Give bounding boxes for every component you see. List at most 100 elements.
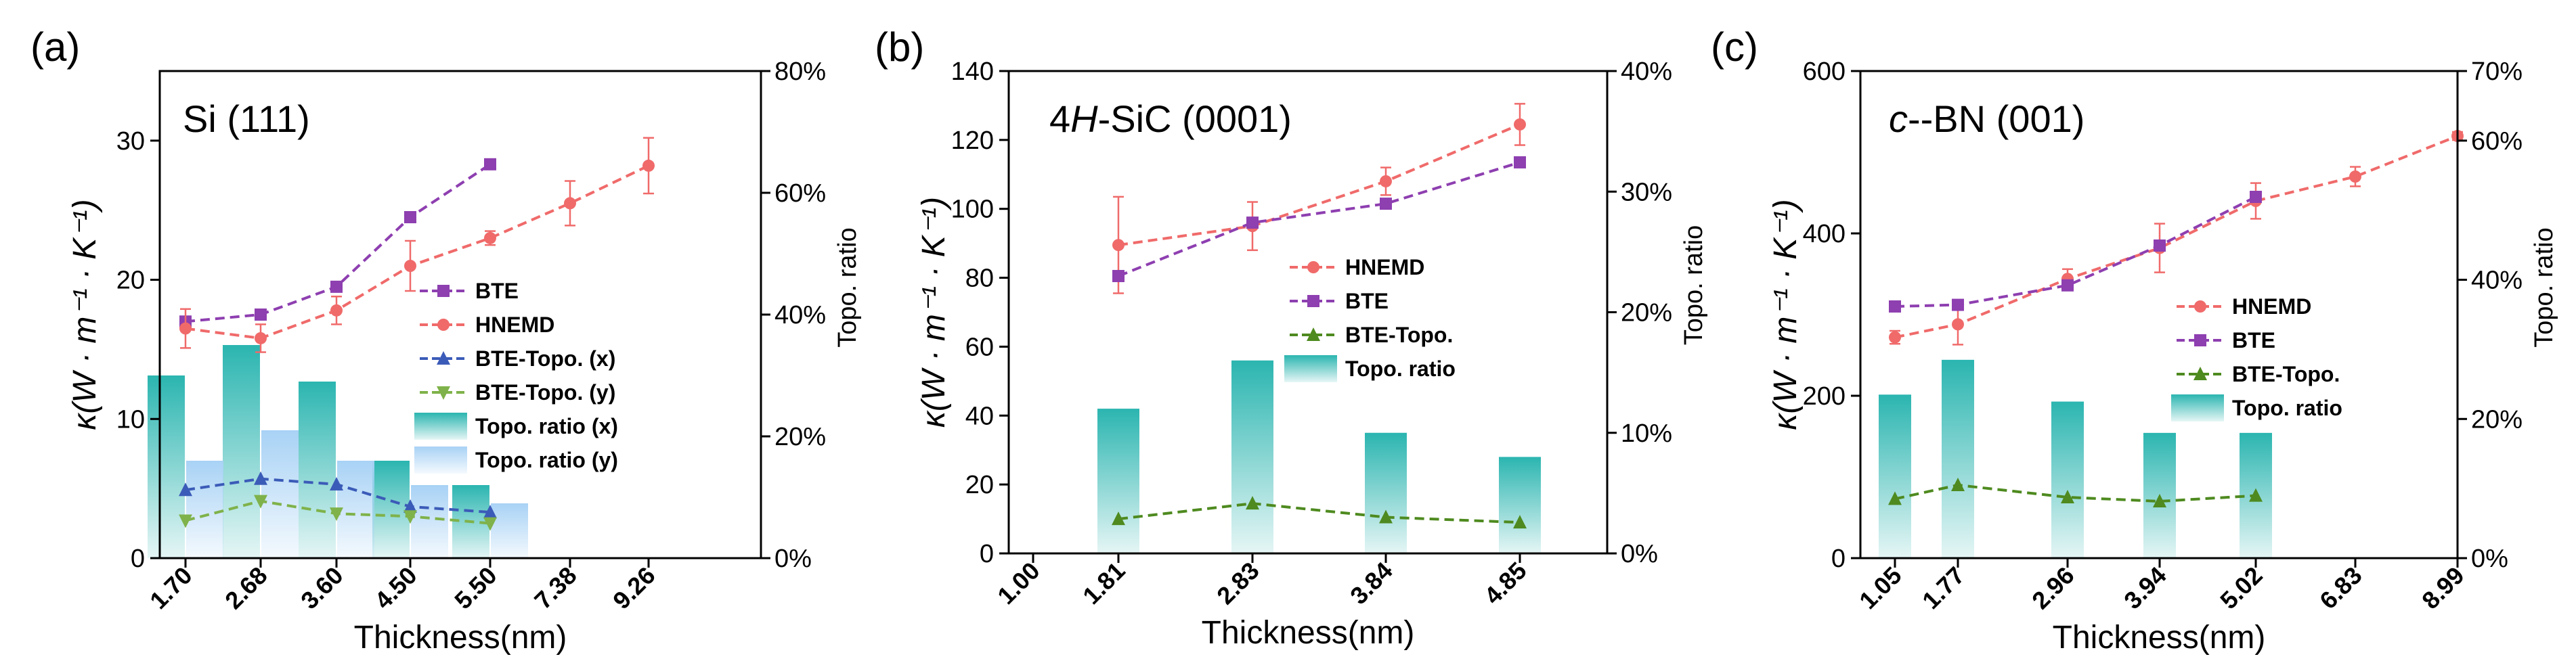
series-hnemd-point xyxy=(1380,175,1392,187)
panel-title: Si (111) xyxy=(183,97,310,140)
x-tick-label: 2.68 xyxy=(219,562,273,615)
legend-item: Topo. ratio (y) xyxy=(414,447,618,474)
legend-label: Topo. ratio xyxy=(1345,357,1456,381)
series-hnemd-point xyxy=(179,322,192,335)
legend-label: Topo. ratio xyxy=(2232,396,2342,420)
bar-topo-ratio-y- xyxy=(491,503,528,558)
y2-tick-label: 70% xyxy=(2471,58,2523,86)
legend-label: Topo. ratio (x) xyxy=(475,414,618,438)
panel-label: (b) xyxy=(875,24,924,70)
legend-swatch-marker xyxy=(1307,261,1319,273)
legend-item: BTE-Topo. xyxy=(1290,323,1453,347)
title-text-italic: c xyxy=(1889,97,1908,140)
x-tick-label: 5.02 xyxy=(2214,562,2268,615)
panel-a: 0 10 20 30 0% 20% 40% 60% 80% 1.70 2.68 3.60 4.50 5.5… xyxy=(30,24,862,656)
y-axis-title: κ(W · m⁻¹ · K⁻¹) xyxy=(916,197,952,428)
y2-axis-title: Topo. ratio xyxy=(1680,225,1708,345)
x-tick-label: 7.38 xyxy=(529,562,582,615)
y2-tick-label: 60% xyxy=(774,179,826,208)
y-tick-label: 0 xyxy=(131,545,145,573)
legend-item: Topo. ratio xyxy=(2171,394,2342,421)
y-tick-label: 80 xyxy=(965,265,994,293)
series-bte-topo-x--point xyxy=(330,476,343,490)
legend-label: BTE xyxy=(2232,328,2275,352)
x-axis-title: Thickness(nm) xyxy=(354,620,567,656)
legend-label: BTE-Topo. xyxy=(1345,323,1453,347)
y2-tick-label: 40% xyxy=(1621,58,1672,86)
series-bte-point xyxy=(255,308,267,321)
series-hnemd-point xyxy=(1112,239,1125,252)
x-tick-label: 3.84 xyxy=(1345,557,1398,610)
y-tick-label: 120 xyxy=(951,127,994,155)
x-tick-label: 3.60 xyxy=(295,562,349,615)
x-tick-label: 4.85 xyxy=(1479,557,1532,610)
x-tick-label: 4.50 xyxy=(369,562,422,615)
legend-swatch-marker xyxy=(2194,300,2206,313)
x-tick-label: 1.81 xyxy=(1077,557,1131,610)
series-bte-topo--point xyxy=(1246,496,1259,510)
y-tick-label: 400 xyxy=(1803,220,1846,248)
legend-item: BTE-Topo. (y) xyxy=(420,380,615,405)
series-bte-point xyxy=(2154,239,2166,252)
bar-topo-ratio xyxy=(1365,432,1407,553)
series-bte-point xyxy=(1246,216,1259,229)
series-bte-topo-x--point xyxy=(483,505,497,519)
x-tick-label: 1.70 xyxy=(144,562,198,615)
bar-topo-ratio-y- xyxy=(261,430,299,558)
series-bte-point xyxy=(1112,270,1125,283)
y-axis-title: κ(W · m⁻¹ · K⁻¹) xyxy=(67,199,103,430)
y2-axis-title: Topo. ratio xyxy=(833,227,862,347)
legend-label: BTE-Topo. (y) xyxy=(475,380,615,405)
bar-topo-ratio-x- xyxy=(372,461,410,558)
series-bte-point xyxy=(484,158,496,170)
series-bte-topo-y--point xyxy=(254,495,267,509)
series-bte-point xyxy=(2250,191,2262,203)
bar-topo-ratio xyxy=(1879,394,1911,558)
panel-title: c--BN (001) xyxy=(1889,97,2084,140)
series-bte-topo-y--point xyxy=(330,507,343,522)
legend-item: Topo. ratio (x) xyxy=(414,413,618,440)
y2-tick-label: 0% xyxy=(1621,540,1658,568)
bar-topo-ratio xyxy=(1097,409,1139,553)
y2-tick-label: 60% xyxy=(2471,127,2523,156)
legend-swatch-bar xyxy=(1284,355,1337,382)
legend-item: BTE-Topo. (x) xyxy=(420,346,615,371)
title-text: Si (111) xyxy=(183,97,310,140)
x-tick-label: 1.05 xyxy=(1854,562,1907,615)
legend-item: BTE-Topo. xyxy=(2177,362,2340,386)
series-bte-topo-y--point xyxy=(179,514,192,528)
x-axis-title: Thickness(nm) xyxy=(1202,615,1415,651)
series-bte-point xyxy=(2061,279,2074,292)
legend-swatch-marker xyxy=(437,319,450,331)
series-hnemd-point xyxy=(1889,331,1901,344)
series-bte-topo--point xyxy=(1888,491,1902,505)
series-bte-line xyxy=(1894,196,2256,308)
legend-item: BTE xyxy=(2177,328,2275,352)
x-tick-label: 1.77 xyxy=(1917,562,1970,615)
legend-label: HNEMD xyxy=(1345,255,1424,279)
title-text-italic: H xyxy=(1070,97,1098,140)
y2-tick-label: 20% xyxy=(2471,405,2523,434)
series-hnemd-point xyxy=(642,159,655,172)
series-bte-topo--point xyxy=(2061,490,2074,503)
y2-tick-label: 80% xyxy=(774,58,826,86)
y-tick-label: 30 xyxy=(116,127,145,156)
series-hnemd-line xyxy=(1894,135,2458,339)
x-tick-label: 2.83 xyxy=(1211,557,1265,610)
legend-label: Topo. ratio (y) xyxy=(475,448,618,472)
x-tick-label: 6.83 xyxy=(2314,562,2367,615)
title-text: 4 xyxy=(1049,97,1070,140)
legend-swatch-marker xyxy=(1307,327,1320,341)
bar-topo-ratio-y- xyxy=(411,485,448,558)
series-bte-topo-y--point xyxy=(403,510,417,524)
legend-swatch-bar xyxy=(414,413,467,440)
legend-item: HNEMD xyxy=(1290,255,1424,279)
y2-tick-label: 0% xyxy=(774,545,812,573)
bar-topo-ratio xyxy=(1942,359,1974,558)
panel-c: 0 200 400 600 0% 20% 40% 60% 70% 1.05 1.77 2.96 3.94… xyxy=(1711,24,2558,656)
y2-axis-title: Topo. ratio xyxy=(2530,227,2558,347)
series-bte-topo--line xyxy=(1118,502,1521,524)
series-hnemd-point xyxy=(2349,170,2361,183)
series-hnemd-point xyxy=(564,197,576,210)
legend-label: BTE-Topo. (x) xyxy=(475,346,615,371)
